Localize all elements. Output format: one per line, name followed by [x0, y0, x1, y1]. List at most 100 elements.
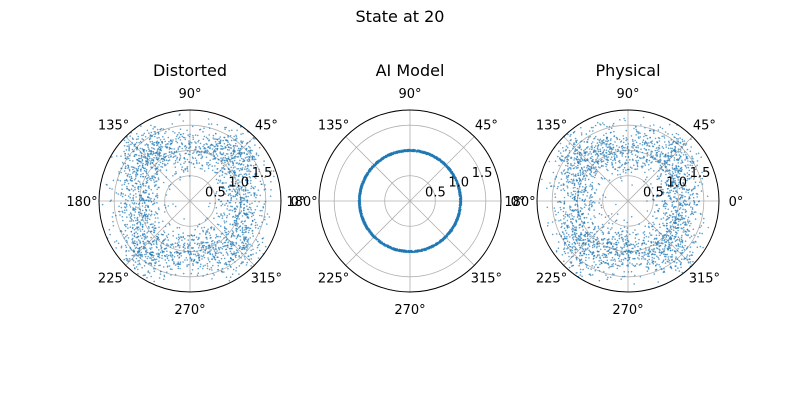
- data-point: [131, 172, 134, 174]
- data-point: [144, 136, 147, 138]
- data-point: [135, 231, 137, 233]
- data-point: [241, 252, 243, 255]
- data-point: [359, 203, 362, 206]
- data-point: [459, 212, 462, 214]
- data-point: [157, 255, 159, 258]
- data-point: [395, 151, 398, 154]
- data-point: [236, 162, 239, 164]
- data-point: [177, 244, 179, 246]
- data-point: [153, 200, 155, 202]
- data-point: [206, 151, 208, 154]
- data-point: [132, 160, 134, 162]
- data-point: [143, 233, 145, 235]
- data-point: [135, 182, 138, 185]
- data-point: [259, 180, 262, 183]
- data-point: [204, 232, 207, 234]
- data-point: [362, 182, 364, 185]
- data-point: [216, 212, 218, 215]
- data-point: [126, 145, 128, 147]
- data-point: [209, 159, 211, 162]
- data-point: [374, 161, 377, 164]
- data-point: [146, 214, 149, 217]
- data-point: [211, 148, 214, 150]
- data-point: [217, 158, 220, 161]
- data-point: [241, 146, 243, 148]
- data-point: [226, 139, 228, 142]
- data-point: [219, 189, 221, 192]
- data-point: [112, 211, 115, 214]
- data-point: [250, 249, 252, 252]
- data-point: [195, 255, 197, 257]
- data-point: [446, 164, 448, 167]
- data-point: [156, 180, 158, 182]
- data-point: [158, 256, 161, 259]
- data-point: [136, 236, 139, 239]
- data-point: [432, 155, 435, 158]
- data-point: [163, 274, 165, 277]
- data-point: [181, 135, 184, 138]
- data-point: [175, 246, 177, 248]
- data-point: [124, 244, 127, 247]
- angular-gridline: [189, 136, 255, 202]
- data-point: [178, 159, 181, 161]
- data-point: [382, 243, 385, 245]
- data-point: [235, 219, 238, 222]
- data-point: [233, 170, 236, 172]
- data-point: [171, 256, 173, 258]
- data-point: [145, 177, 148, 180]
- data-point: [162, 128, 165, 130]
- data-point: [129, 216, 132, 219]
- data-point: [137, 180, 140, 182]
- data-point: [150, 200, 153, 203]
- data-point: [221, 182, 224, 184]
- data-point: [360, 215, 362, 218]
- data-point: [159, 169, 162, 171]
- data-point: [181, 239, 183, 241]
- data-point: [228, 168, 230, 170]
- data-point: [417, 151, 420, 153]
- data-point: [155, 242, 158, 244]
- data-point: [163, 153, 166, 155]
- data-point: [197, 261, 199, 264]
- data-point: [239, 181, 241, 183]
- data-point: [142, 199, 145, 202]
- data-point: [261, 237, 264, 240]
- data-point: [159, 251, 162, 254]
- data-point: [121, 195, 124, 198]
- data-point: [184, 259, 186, 261]
- data-point: [206, 265, 209, 267]
- data-point: [163, 158, 166, 161]
- data-point: [234, 166, 236, 168]
- data-point: [212, 247, 214, 249]
- data-point: [131, 234, 134, 236]
- data-point: [136, 226, 139, 229]
- data-point: [238, 265, 241, 267]
- data-point: [261, 209, 263, 212]
- data-point: [193, 151, 195, 153]
- data-point: [245, 214, 247, 216]
- data-point: [137, 273, 139, 275]
- data-point: [405, 149, 408, 152]
- data-point: [447, 166, 449, 168]
- data-point: [151, 203, 154, 206]
- data-point: [241, 197, 243, 199]
- data-point: [236, 194, 238, 197]
- data-point: [132, 190, 135, 192]
- data-point: [212, 153, 215, 155]
- data-point: [255, 221, 257, 224]
- data-point: [144, 219, 147, 221]
- data-point: [234, 177, 236, 179]
- data-point: [425, 247, 428, 249]
- data-point: [192, 260, 195, 263]
- data-point: [403, 149, 406, 151]
- data-point: [153, 198, 156, 200]
- data-point: [242, 229, 244, 232]
- data-point: [160, 165, 162, 168]
- data-point: [194, 134, 197, 136]
- data-point: [203, 151, 205, 153]
- data-point: [221, 145, 224, 148]
- data-point: [151, 254, 154, 256]
- data-point: [224, 160, 226, 162]
- data-point: [118, 205, 120, 208]
- data-point: [180, 255, 183, 257]
